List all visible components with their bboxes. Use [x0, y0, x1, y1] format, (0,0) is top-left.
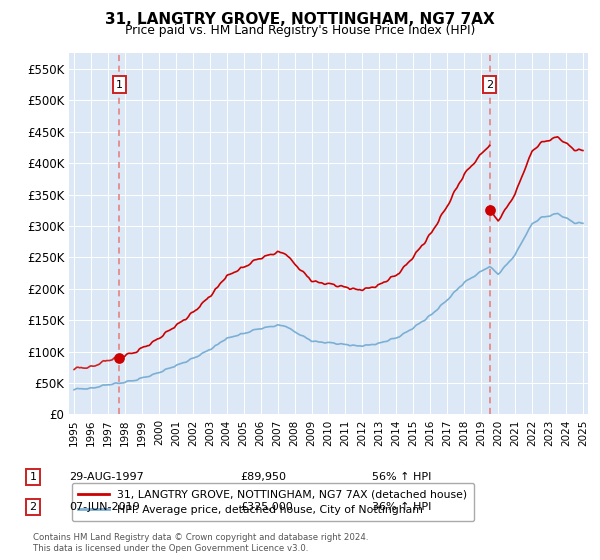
Point	[115, 353, 124, 362]
Text: Price paid vs. HM Land Registry's House Price Index (HPI): Price paid vs. HM Land Registry's House …	[125, 24, 475, 36]
Text: 1: 1	[29, 472, 37, 482]
Text: 36% ↑ HPI: 36% ↑ HPI	[372, 502, 431, 512]
Text: 29-AUG-1997: 29-AUG-1997	[69, 472, 144, 482]
Text: 1: 1	[116, 80, 123, 90]
Text: 2: 2	[29, 502, 37, 512]
Text: 31, LANGTRY GROVE, NOTTINGHAM, NG7 7AX: 31, LANGTRY GROVE, NOTTINGHAM, NG7 7AX	[105, 12, 495, 27]
Text: Contains HM Land Registry data © Crown copyright and database right 2024.
This d: Contains HM Land Registry data © Crown c…	[33, 533, 368, 553]
Legend: 31, LANGTRY GROVE, NOTTINGHAM, NG7 7AX (detached house), HPI: Average price, det: 31, LANGTRY GROVE, NOTTINGHAM, NG7 7AX (…	[72, 483, 474, 521]
Text: 07-JUN-2019: 07-JUN-2019	[69, 502, 140, 512]
Text: £325,000: £325,000	[240, 502, 293, 512]
Point	[485, 206, 494, 214]
Text: 56% ↑ HPI: 56% ↑ HPI	[372, 472, 431, 482]
Text: 2: 2	[486, 80, 493, 90]
Text: £89,950: £89,950	[240, 472, 286, 482]
